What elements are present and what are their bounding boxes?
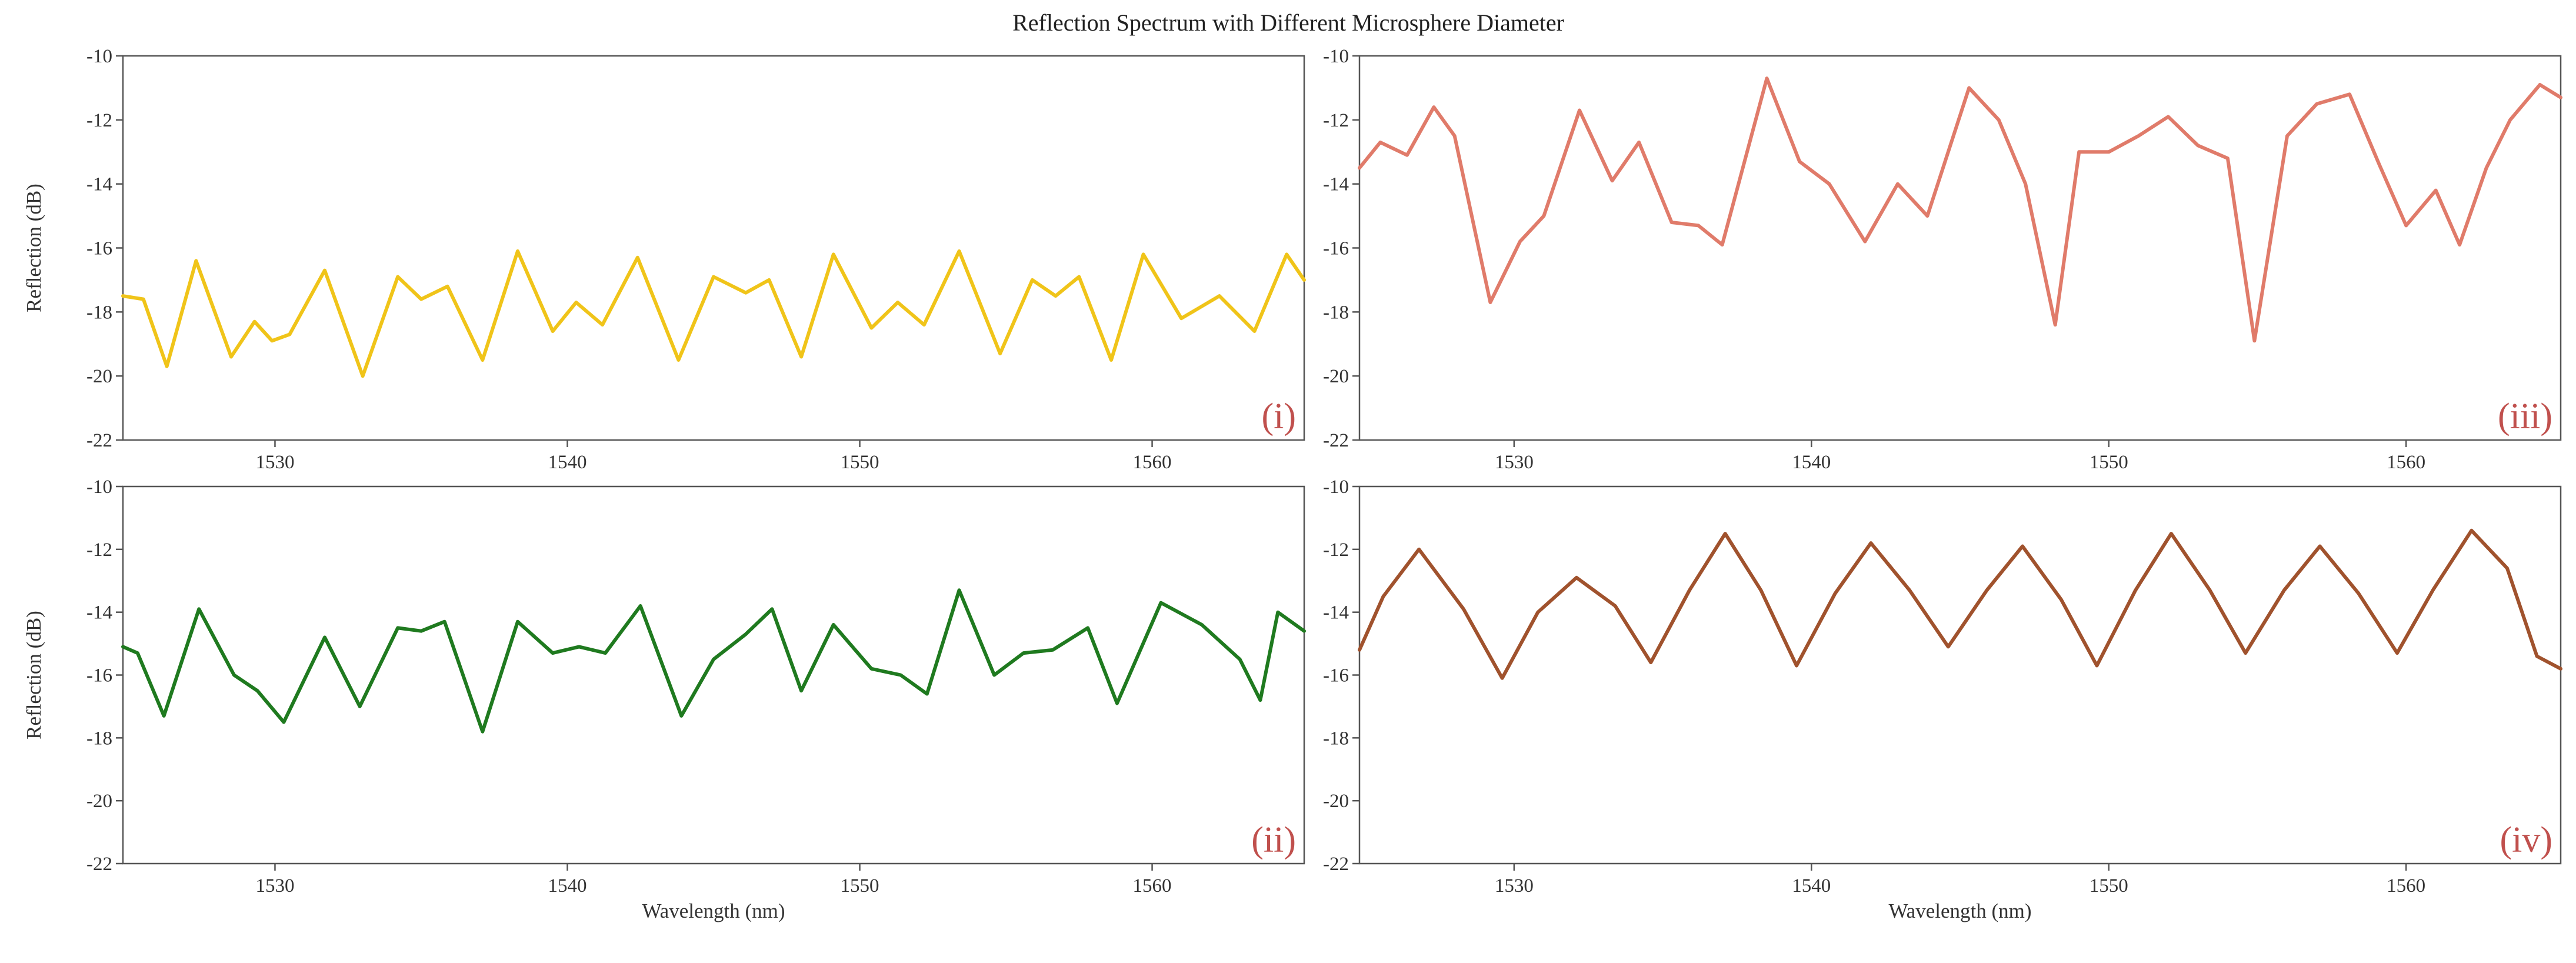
panel-ii-ytick-label: -12 (86, 539, 112, 561)
panel-iii-xtick-label: 1560 (2387, 452, 2425, 473)
panel-i-spectrum-line (121, 249, 1306, 378)
panel-iii-tag: (iii) (2498, 396, 2552, 436)
panel-iii-ytick-label: -22 (1323, 430, 1349, 451)
panel-iii-xtick-label: 1530 (1495, 452, 1534, 473)
panel-i-ytick-label: -22 (86, 430, 112, 451)
panel-iv: -10 -12 -14 -16 -18 -20 -22 1530 1540 1550 1560 Wa… (1323, 476, 2562, 922)
panel-ii-ytick-label: -22 (86, 854, 112, 875)
panel-iv-xtick-label: 1550 (2090, 875, 2128, 897)
panel-iii-spectrum-line (1358, 76, 2562, 343)
panel-i-ytick-label: -10 (86, 46, 112, 67)
panel-i-ytick-label: -16 (86, 238, 112, 259)
panel-i-tag: (i) (1261, 396, 1296, 436)
panel-iv-xtick-label: 1560 (2387, 875, 2425, 897)
panel-i-ytick-label: -12 (86, 110, 112, 131)
panel-iii: -10 -12 -14 -16 -18 -20 -22 1530 1540 1550 1560 (i… (1323, 46, 2562, 473)
figure-title: Reflection Spectrum with Different Micro… (1012, 9, 1564, 36)
panel-ii-tag: (ii) (1251, 820, 1296, 860)
panel-ii-xtick-label: 1560 (1133, 875, 1172, 897)
panel-ii-xtick-label: 1550 (841, 875, 879, 897)
panel-ii-ytick-label: -18 (86, 728, 112, 749)
panel-ii-spectrum-line (121, 588, 1306, 734)
panel-i-xtick-label: 1560 (1133, 452, 1172, 473)
panel-ii-frame (122, 485, 1305, 865)
panel-i-xtick-label: 1550 (841, 452, 879, 473)
panel-iii-xtick-label: 1550 (2090, 452, 2128, 473)
panel-iv-frame (1358, 485, 2562, 865)
panel-iv-xtick-label: 1540 (1792, 875, 1831, 897)
panel-i-xtick-label: 1530 (255, 452, 294, 473)
panel-iv-ytick-label: -20 (1323, 791, 1349, 812)
panel-iii-xtick-label: 1540 (1792, 452, 1831, 473)
panel-iv-ytick-label: -10 (1323, 476, 1349, 498)
panel-ii-ytick-label: -14 (86, 602, 112, 624)
panel-ii-ytick-label: -10 (86, 476, 112, 498)
panel-ii-xlabel: Wavelength (nm) (642, 899, 785, 922)
panel-i-xtick-label: 1540 (548, 452, 586, 473)
panel-i-ytick-label: -20 (86, 366, 112, 387)
panel-i: -10 -12 -14 -16 -18 -20 -22 1530 1540 1550 1560 Re… (22, 46, 1306, 473)
panel-iv-xlabel: Wavelength (nm) (1888, 899, 2031, 922)
panel-iii-ytick-label: -18 (1323, 302, 1349, 323)
panel-ii: -10 -12 -14 -16 -18 -20 -22 1530 1540 1550 1560 Re… (22, 476, 1306, 922)
panel-iv-ytick-label: -16 (1323, 665, 1349, 687)
panel-ii-ylabel: Reflection (dB) (22, 611, 45, 739)
panel-ii-ytick-label: -16 (86, 665, 112, 687)
panel-iv-ytick-label: -22 (1323, 854, 1349, 875)
panel-i-frame (122, 55, 1305, 441)
panel-ii-ytick-label: -20 (86, 791, 112, 812)
panel-ii-xtick-label: 1540 (548, 875, 586, 897)
panel-iv-ytick-label: -14 (1323, 602, 1349, 624)
panel-iv-ytick-label: -12 (1323, 539, 1349, 561)
panel-iii-ytick-label: -16 (1323, 238, 1349, 259)
panel-i-ytick-label: -18 (86, 302, 112, 323)
panel-iv-spectrum-line (1358, 528, 2562, 680)
panel-i-ytick-label: -14 (86, 174, 112, 195)
panel-iii-ytick-label: -12 (1323, 110, 1349, 131)
panel-iv-ytick-label: -18 (1323, 728, 1349, 749)
panel-iv-xtick-label: 1530 (1495, 875, 1534, 897)
panel-iv-tag: (iv) (2500, 820, 2552, 860)
panel-iii-ytick-label: -20 (1323, 366, 1349, 387)
panel-i-ylabel: Reflection (dB) (22, 184, 45, 312)
panel-iii-ytick-label: -10 (1323, 46, 1349, 67)
panel-iii-ytick-label: -14 (1323, 174, 1349, 195)
panel-ii-xtick-label: 1530 (255, 875, 294, 897)
